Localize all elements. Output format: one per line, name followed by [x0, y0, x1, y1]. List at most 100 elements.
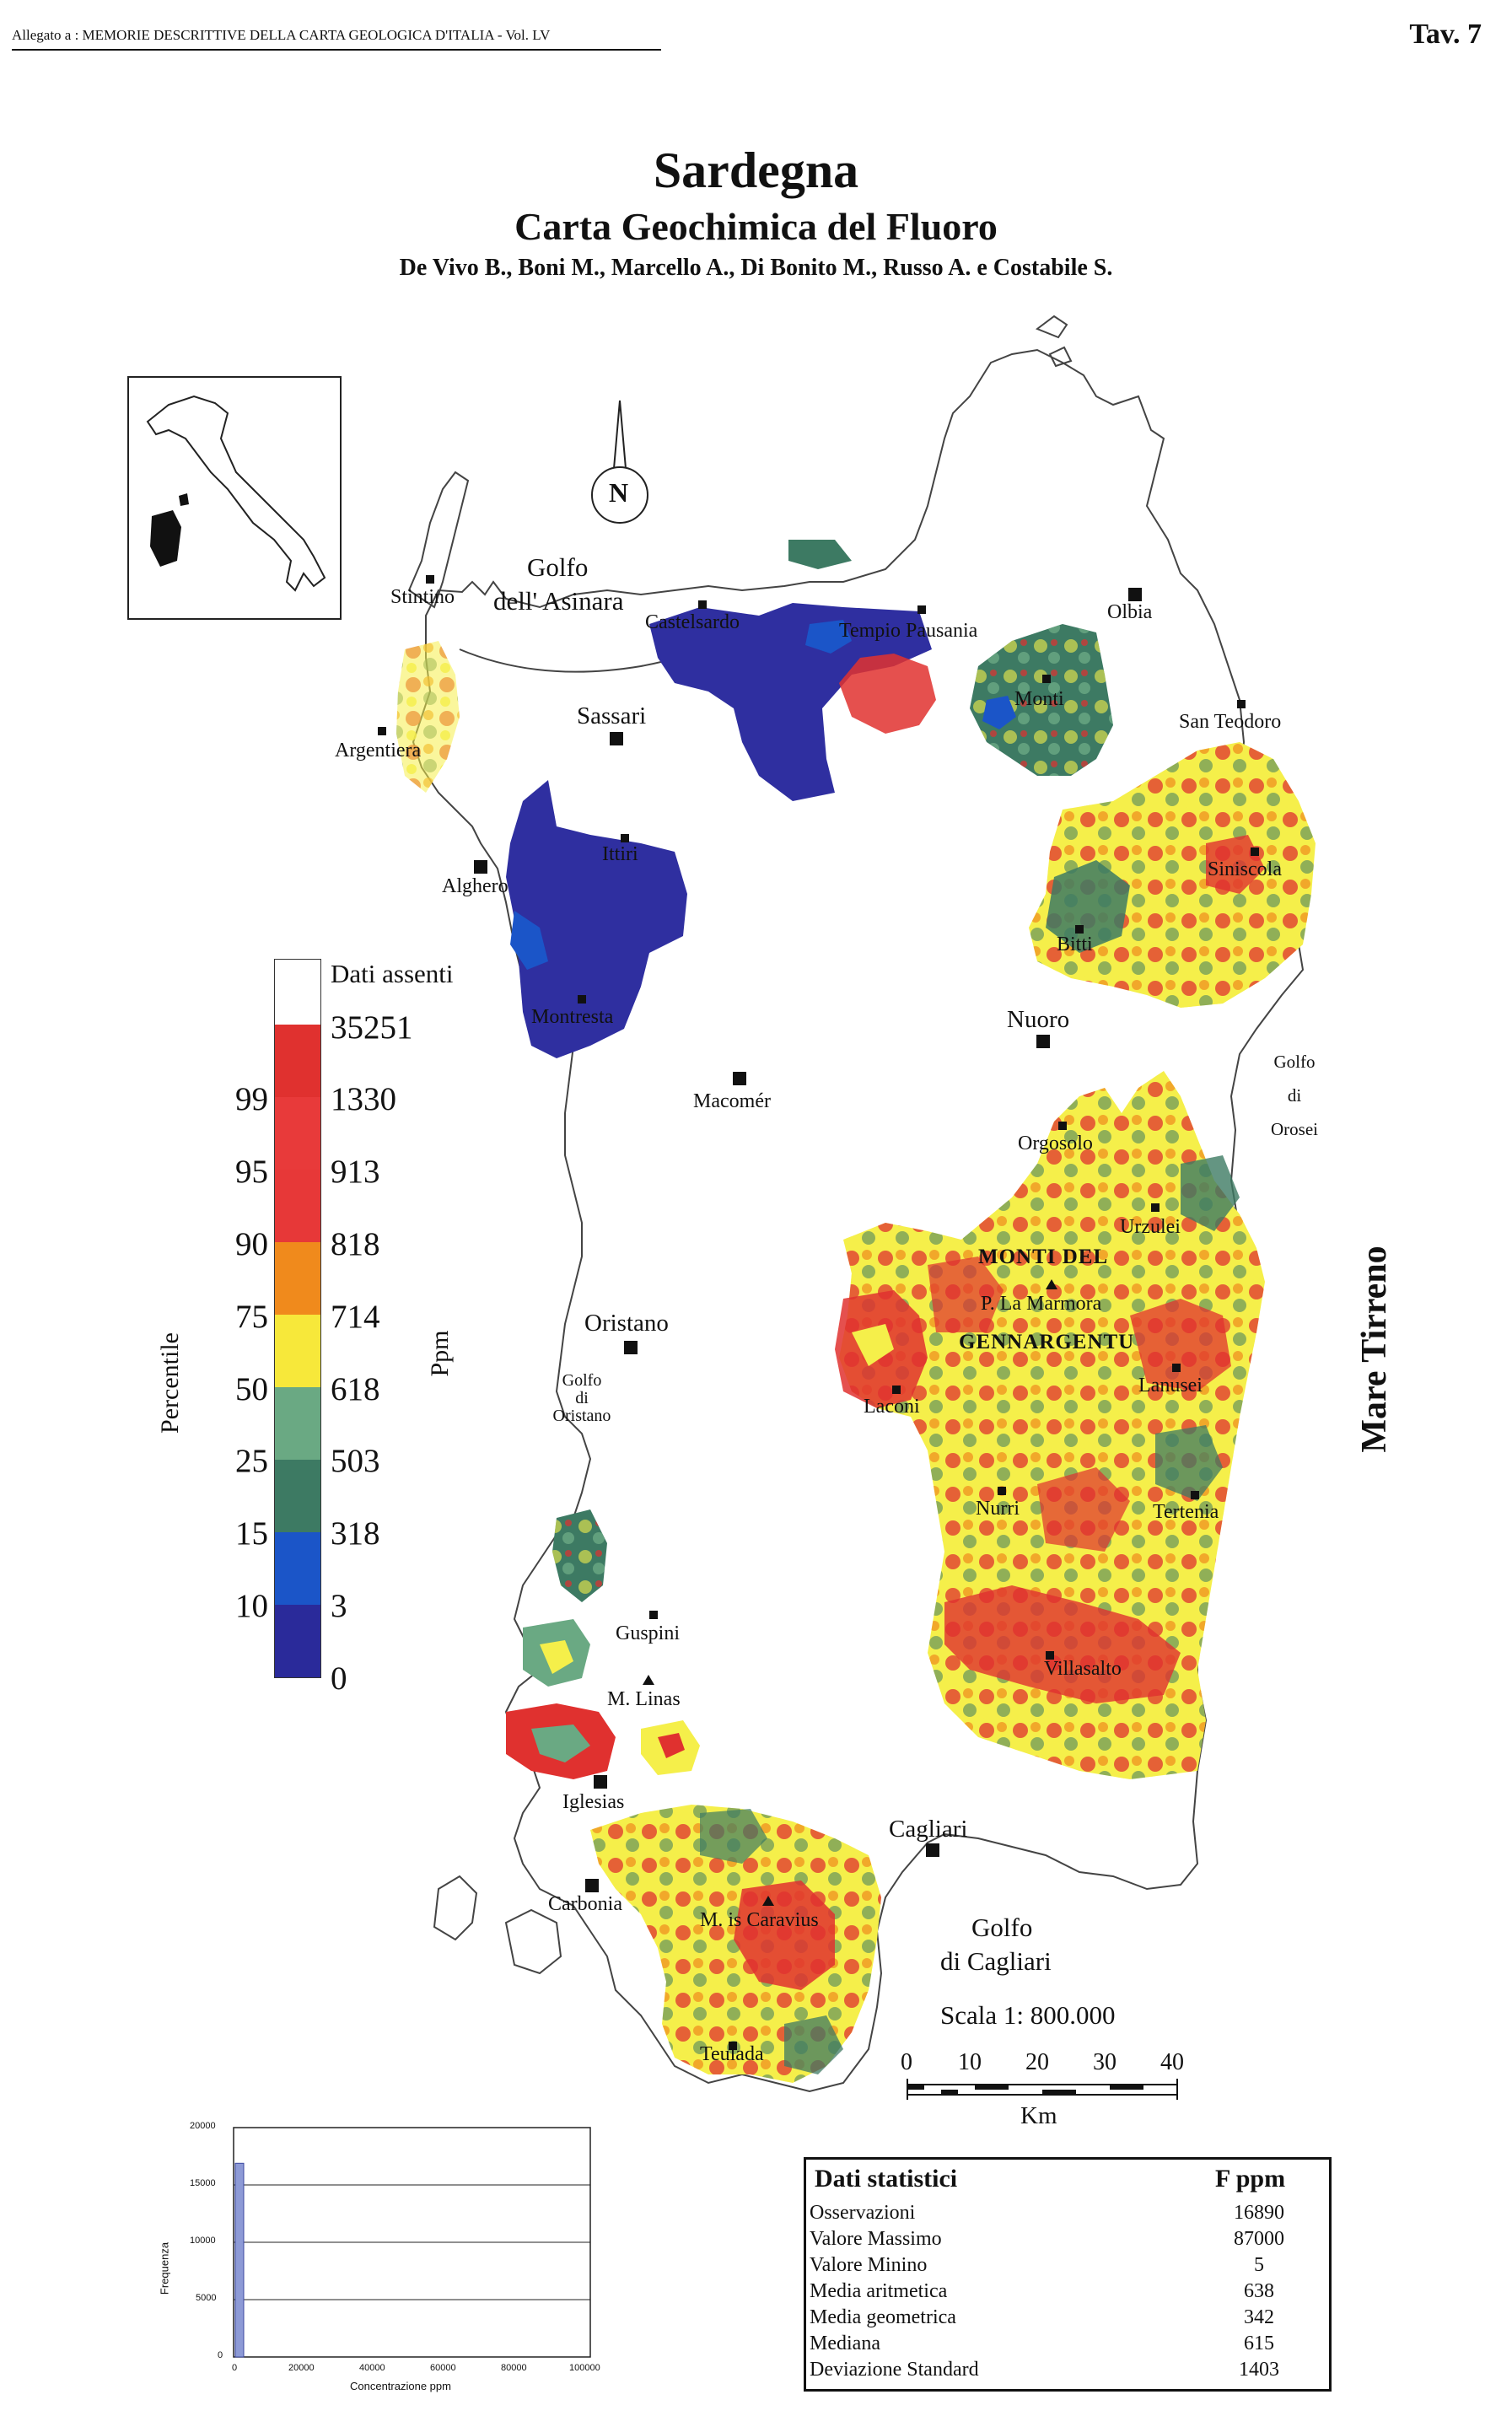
marker-oristano: [624, 1341, 638, 1354]
legend-percentile-1: 95: [235, 1154, 268, 1190]
place-olbia: Olbia: [1107, 601, 1153, 623]
hist-xtick-3: 60000: [430, 2363, 456, 2373]
zone-small-north: [788, 540, 852, 569]
north-arrow: [591, 400, 648, 524]
stats-row: Deviazione Standard 1403: [810, 2359, 1324, 2385]
place-tertenia: Tertenia: [1153, 1501, 1219, 1523]
scale-bar: [907, 2079, 1178, 2100]
scale-tick-2: 20: [1025, 2049, 1049, 2075]
hist-ytick-2: 10000: [190, 2236, 216, 2246]
peak-la-marmora: [1046, 1279, 1057, 1289]
sea-golfo-asinara-1: Golfo: [527, 552, 589, 582]
stats-row: Valore Minino 5: [810, 2254, 1324, 2280]
marker-sassari: [610, 732, 623, 745]
hist-xtick-1: 20000: [288, 2363, 315, 2373]
sea-golfo-oristano: Golfo di Oristano: [540, 1372, 624, 1425]
marker-montresta: [578, 995, 586, 1004]
marker-nuoro: [1036, 1035, 1050, 1048]
stats-row-value: 342: [1244, 2306, 1274, 2328]
legend-swatch-10: [274, 1532, 321, 1605]
marker-villasalto: [1046, 1651, 1054, 1660]
marker-olbia: [1128, 588, 1142, 601]
map-title: Sardegna: [653, 143, 859, 198]
marker-castelsardo: [698, 600, 707, 609]
marker-tempio: [917, 605, 926, 614]
marker-tertenia: [1191, 1491, 1199, 1499]
hist-ytick-3: 5000: [196, 2293, 217, 2303]
peak-is-caravius: [762, 1896, 774, 1906]
map-subtitle: Carta Geochimica del Fluoro: [514, 205, 998, 248]
marker-guspini: [649, 1611, 658, 1619]
legend-ppm-3: 818: [331, 1226, 380, 1262]
stats-row-value: 87000: [1234, 2228, 1284, 2250]
place-castelsardo: Castelsardo: [645, 611, 740, 633]
marker-monti: [1042, 675, 1051, 683]
legend-swatch-90: [274, 1170, 321, 1242]
sardinia-coastline: [412, 348, 1305, 2093]
place-lanusei: Lanusei: [1138, 1375, 1203, 1396]
legend-swatch-15: [274, 1460, 321, 1532]
stats-row-value: 5: [1254, 2254, 1264, 2276]
marker-cagliari: [926, 1843, 939, 1857]
stats-row-value: 1403: [1239, 2359, 1279, 2381]
marker-carbonia: [585, 1879, 599, 1892]
san-pietro-island: [433, 1875, 478, 1941]
place-argentiera: Argentiera: [335, 740, 422, 761]
sea-golfo-cagliari-1: Golfo: [971, 1913, 1033, 1942]
hist-xtick-4: 80000: [501, 2363, 527, 2373]
legend-percentile-axis: Percentile: [145, 1316, 196, 1450]
legend-percentile-3: 75: [235, 1299, 268, 1335]
maddalena-islands: [1035, 315, 1073, 368]
legend-swatch-95: [274, 1097, 321, 1170]
marker-siniscola: [1251, 847, 1259, 856]
stats-row: Mediana 615: [810, 2333, 1324, 2359]
place-iglesias: Iglesias: [562, 1791, 625, 1813]
legend-ppm-0: 35251: [331, 1009, 413, 1046]
marker-iglesias: [594, 1775, 607, 1789]
sea-golfo-oristano-2: di: [575, 1389, 589, 1407]
zone-castelsardo: [649, 603, 932, 801]
legend-ppm-7: 318: [331, 1515, 380, 1552]
stats-title: Dati statistici: [815, 2165, 958, 2193]
north-label: N: [609, 477, 629, 508]
sea-golfo-oristano-1: Golfo: [562, 1371, 602, 1390]
legend-swatch-99: [274, 1025, 321, 1097]
legend-ppm-9: 0: [331, 1660, 347, 1697]
place-stintino: Stintino: [390, 586, 455, 608]
legend-ppm-axis-label: Ppm: [426, 1330, 454, 1377]
scale-unit: Km: [1020, 2102, 1057, 2129]
place-sassari: Sassari: [577, 702, 647, 729]
legend-ppm-5: 618: [331, 1371, 380, 1407]
sea-mare-tirreno: Mare Tirreno: [1332, 1214, 1417, 1484]
legend-color-bar: [274, 959, 321, 1678]
legend-percentile-0: 99: [235, 1081, 268, 1117]
histogram-ylabel: Frequenza: [152, 2218, 177, 2319]
legend-ppm-8: 3: [331, 1588, 347, 1624]
scale-tick-4: 40: [1160, 2049, 1184, 2075]
hist-ytick-4: 0: [218, 2350, 223, 2360]
stats-row-label: Valore Massimo: [810, 2228, 942, 2250]
legend-ppm-1: 1330: [331, 1081, 396, 1117]
marker-ittiri: [621, 834, 629, 842]
place-tempio: Tempio Pausania: [839, 620, 978, 642]
legend-ppm-6: 503: [331, 1443, 380, 1479]
legend-percentile-7: 10: [235, 1588, 268, 1624]
legend-swatch-25: [274, 1387, 321, 1460]
place-orgosolo: Orgosolo: [1018, 1133, 1093, 1154]
sea-golfo-asinara-2: dell' Asinara: [493, 586, 624, 616]
histogram: [233, 2127, 591, 2358]
sea-golfo-orosei: Golfo di Orosei: [1265, 1046, 1324, 1147]
scale-label: Scala 1: 800.000: [940, 2000, 1116, 2030]
place-siniscola: Siniscola: [1208, 858, 1282, 880]
sea-golfo-cagliari-2: di Cagliari: [940, 1946, 1052, 1976]
legend-percentile-axis-label: Percentile: [156, 1332, 184, 1434]
stats-row-label: Valore Minino: [810, 2254, 928, 2276]
place-oristano: Oristano: [584, 1310, 669, 1337]
stats-row: Valore Massimo 87000: [810, 2228, 1324, 2254]
legend-ppm-2: 913: [331, 1154, 380, 1190]
marker-argentiera: [378, 727, 386, 735]
place-monti-del: MONTI DEL: [978, 1246, 1109, 1268]
place-guspini: Guspini: [616, 1622, 681, 1644]
histogram-bar: [234, 2162, 245, 2358]
hist-xtick-5: 100000: [569, 2363, 600, 2373]
